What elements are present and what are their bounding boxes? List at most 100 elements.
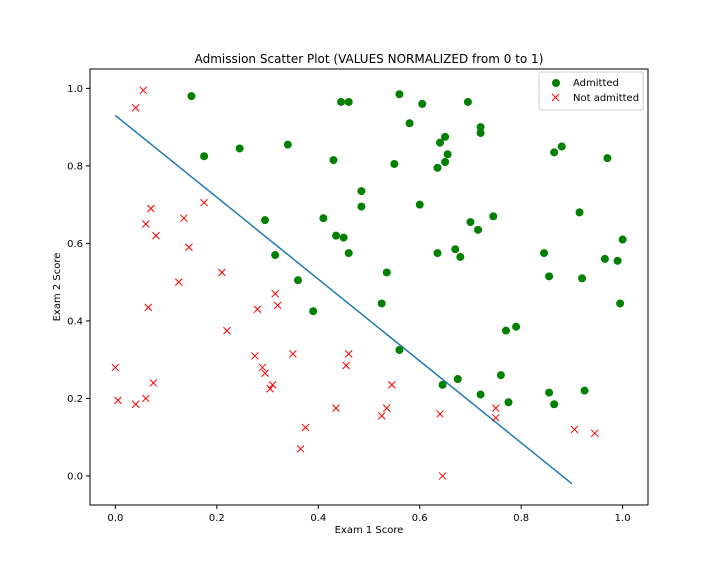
legend: Admitted Not admitted (538, 71, 644, 111)
y-tick-label: 0.2 (67, 394, 83, 405)
not-admitted-point (382, 404, 391, 412)
admitted-point (332, 231, 341, 240)
admitted-point (261, 216, 270, 225)
admitted-point (512, 322, 521, 331)
admitted-point (501, 326, 510, 335)
not-admitted-point (258, 363, 267, 372)
admitted-point (436, 138, 445, 147)
admitted-point (319, 214, 328, 223)
admitted-point (575, 208, 584, 217)
not-admitted-point (144, 303, 153, 312)
y-tick-label: 0.4 (67, 316, 83, 327)
admitted-point (418, 99, 427, 108)
admitted-point (616, 299, 625, 308)
y-tick-label: 0.8 (67, 161, 83, 172)
x-tick-label: 0.2 (209, 513, 225, 524)
not-admitted-point (141, 394, 150, 403)
not-admitted-point (139, 86, 148, 95)
not-admitted-point (147, 204, 155, 213)
admitted-point (453, 375, 462, 384)
admitted-point (443, 150, 452, 159)
legend-label-not-admitted: Not admitted (573, 93, 639, 104)
admitted-point (540, 249, 549, 258)
admitted-point (466, 218, 475, 227)
not-admitted-point (271, 289, 280, 298)
not-admitted-point (179, 214, 188, 223)
admitted-point (489, 212, 498, 221)
admitted-point (550, 400, 559, 409)
not-admitted-point (218, 268, 226, 277)
admitted-point (578, 274, 587, 283)
admitted-point (382, 268, 391, 277)
y-axis-label: Exam 2 Score (52, 253, 63, 322)
admitted-point (441, 132, 450, 141)
admitted-point (476, 128, 485, 137)
not-admitted-point (261, 369, 269, 378)
not-admitted-point (344, 349, 353, 358)
plot-background (90, 69, 648, 505)
admitted-point (618, 235, 627, 244)
not-admitted-point (296, 444, 305, 453)
admitted-point (550, 148, 559, 157)
chart-title: Admission Scatter Plot (VALUES NORMALIZE… (195, 52, 544, 66)
legend-frame (538, 71, 644, 111)
not-admitted-point (266, 384, 274, 393)
decision-boundary-layer (114, 114, 573, 485)
admitted-point (200, 152, 209, 161)
y-tick-label: 0.0 (67, 471, 83, 482)
not-admitted-point (590, 429, 599, 438)
admitted-point (395, 90, 404, 99)
admitted-point (377, 299, 386, 308)
not-admitted-point (141, 220, 150, 228)
not-admitted-point (377, 412, 386, 420)
not-admitted-point (342, 361, 351, 370)
admitted-point (476, 390, 485, 399)
not-admitted-point (253, 305, 262, 314)
admitted-point (456, 252, 465, 261)
admitted-point (271, 251, 280, 260)
not-admitted-point (114, 396, 122, 405)
admitted-point (613, 256, 622, 265)
not-admitted-point (131, 103, 140, 112)
legend-label-admitted: Admitted (573, 78, 619, 89)
not-admitted-point (149, 379, 158, 387)
points-layer (111, 86, 627, 480)
not-admitted-point (301, 423, 310, 432)
not-admitted-point (491, 404, 500, 412)
admitted-point (339, 233, 348, 242)
admitted-point (545, 272, 554, 281)
decision-boundary-line (114, 114, 573, 485)
admitted-point (580, 386, 589, 395)
admitted-point (309, 307, 318, 316)
not-admitted-point (273, 301, 282, 310)
admitted-point (545, 388, 554, 397)
plot-area (89, 68, 649, 506)
not-admitted-point (570, 425, 579, 434)
not-admitted-point (491, 413, 500, 422)
admitted-point (187, 92, 196, 101)
admitted-point (329, 156, 338, 165)
x-axis-label: Exam 1 Score (335, 525, 404, 536)
not-admitted-point (332, 404, 340, 412)
plot-frame (89, 68, 649, 506)
admitted-point (451, 245, 460, 254)
admitted-point (474, 225, 483, 234)
legend-marker-not-admitted (551, 93, 560, 102)
y-tick-label: 1.0 (67, 84, 83, 95)
x-tick-label: 0.6 (412, 513, 428, 524)
admitted-point (463, 97, 472, 106)
admitted-point (496, 371, 505, 380)
not-admitted-point (152, 231, 160, 240)
not-admitted-point (223, 326, 231, 335)
admitted-point (433, 249, 442, 258)
admitted-point (357, 202, 366, 211)
x-tick-label: 0.0 (107, 513, 123, 524)
admitted-point (337, 97, 346, 106)
admitted-point (504, 398, 513, 407)
admitted-point (344, 249, 353, 258)
admitted-point (293, 276, 302, 285)
admitted-point (441, 158, 450, 167)
not-admitted-point (387, 381, 396, 389)
not-admitted-point (200, 198, 208, 207)
